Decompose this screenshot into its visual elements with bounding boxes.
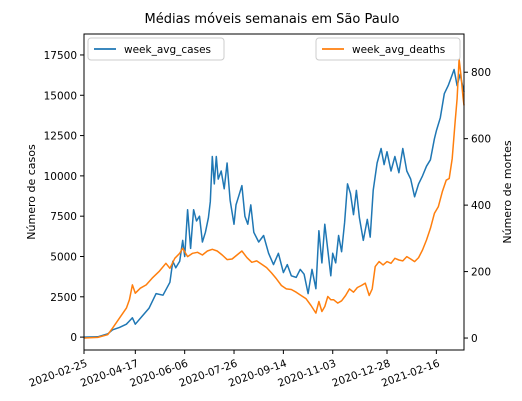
left-tick-label: 5000 <box>50 251 77 263</box>
legend-box <box>315 37 461 61</box>
legend-label: week_avg_deaths <box>352 44 445 56</box>
legend-box <box>87 37 225 61</box>
legend-label: week_avg_cases <box>124 44 211 56</box>
series-line-week_avg_deaths <box>83 58 465 339</box>
series-line-week_avg_cases <box>83 68 465 338</box>
left-y-axis: 0 2500 5000 7500 10000 12500 15000 17500 <box>44 50 84 344</box>
x-axis: 2020-02-252020-04-172020-06-062020-07-26… <box>28 350 442 390</box>
left-tick-label: 10000 <box>44 171 77 183</box>
legend-week_avg_deaths: week_avg_deaths <box>315 37 461 61</box>
left-y-axis-label: Número de casos <box>25 144 38 240</box>
left-tick-label: 15000 <box>44 90 77 102</box>
chart-title: Médias móveis semanais em São Paulo <box>144 12 399 27</box>
legend-week_avg_cases: week_avg_cases <box>87 37 225 61</box>
right-tick-label: 0 <box>471 333 478 345</box>
x-tick-label: 2020-02-25 <box>28 358 89 390</box>
right-tick-label: 400 <box>471 200 491 212</box>
right-tick-label: 200 <box>471 267 491 279</box>
left-tick-label: 0 <box>70 332 77 344</box>
right-y-axis-label: Número de mortes <box>501 140 514 243</box>
plot-frame <box>83 33 465 351</box>
left-tick-label: 17500 <box>44 50 77 62</box>
left-tick-label: 2500 <box>50 292 77 304</box>
left-tick-label: 7500 <box>50 211 77 223</box>
legends: week_avg_cases week_avg_deaths <box>87 37 461 61</box>
right-tick-label: 800 <box>471 67 491 79</box>
series-layer <box>83 58 465 339</box>
right-y-axis: 0 200 400 600 800 <box>464 67 491 345</box>
left-tick-label: 12500 <box>44 131 77 143</box>
right-tick-label: 600 <box>471 134 491 146</box>
